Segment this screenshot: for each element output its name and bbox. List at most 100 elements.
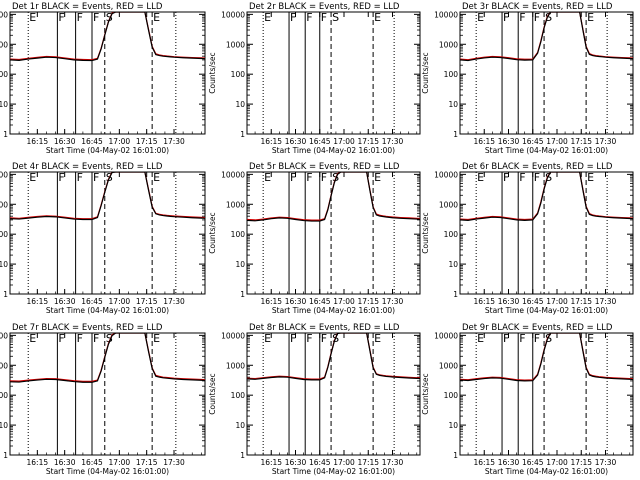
series-events-line [247,333,420,381]
y-tick-label: 10 [448,260,458,269]
y-tick-label: 100 [0,391,8,400]
x-tick-label: 17:15 [136,137,158,146]
event-marker-letter: E [153,332,160,345]
event-marker-letter: F [93,171,99,184]
panel-det-8: Det 8r BLACK = Events, RED = LLD 1 10 100 10… [208,323,421,476]
panel-title: Det 3r BLACK = Events, RED = LLD [462,2,613,12]
series-events-line [10,172,205,221]
y-tick-label: 10000 [0,10,8,19]
plot-frame [459,11,634,135]
x-tick-label: 16:15 [260,137,282,146]
x-tick-label: 16:30 [54,297,76,306]
y-tick-label: 10 [235,260,245,269]
panel-title: Det 4r BLACK = Events, RED = LLD [12,162,163,172]
y-tick-label: 1000 [0,200,8,209]
x-tick-label: 16:15 [473,137,495,146]
x-axis-title: Start Time (04-May-02 16:01:00) [46,467,169,476]
x-axis-title: Start Time (04-May-02 16:01:00) [46,146,169,155]
series-lld-line [10,333,205,382]
panel-det-5: Det 5r BLACK = Events, RED = LLD 1 10 100 10… [208,162,421,315]
event-marker-letter: F [58,171,64,184]
x-tick-label: 17:00 [109,297,131,306]
event-marker-letter: F [93,332,99,345]
series-lld-line [247,172,420,221]
y-tick-label: 1 [240,451,245,460]
x-tick-label: 16:15 [27,137,49,146]
series-events-line [247,172,420,222]
y-tick-label: 1000 [439,200,458,209]
event-marker-letter: F [306,11,312,24]
event-marker-letter: E [29,11,36,24]
y-tick-label: 1 [240,290,245,299]
x-tick-label: 17:15 [570,137,592,146]
event-marker-letter: F [321,332,327,345]
x-tick-label: 17:30 [163,137,185,146]
y-axis-title: Counts/sec [421,52,430,93]
event-marker-letter: E [374,11,381,24]
y-tick-label: 10000 [221,331,245,340]
plot-frame [9,11,206,135]
plot-frame [459,332,634,456]
event-marker-letter: F [321,171,327,184]
event-marker-letter: E [264,11,271,24]
y-tick-label: 1 [3,130,8,139]
y-tick-label: 1000 [226,361,245,370]
event-marker-letter: F [58,332,64,345]
x-tick-label: 17:00 [109,137,131,146]
y-tick-label: 100 [444,70,459,79]
event-marker-letter: F [58,11,64,24]
x-tick-label: 17:00 [546,137,568,146]
series-lld-line [10,172,205,220]
event-marker-letter: F [519,11,525,24]
event-marker-letter: F [77,11,83,24]
y-tick-label: 100 [0,70,8,79]
event-marker-letter: E [264,332,271,345]
event-marker-letter: E [477,11,484,24]
x-tick-label: 16:30 [498,297,520,306]
event-marker-letter: E [29,332,36,345]
x-tick-label: 17:30 [595,137,617,146]
event-marker-letter: S [545,171,552,184]
event-marker-letter: S [332,11,339,24]
event-marker-letter: E [477,332,484,345]
x-axis-title: Start Time (04-May-02 16:01:00) [46,306,169,315]
plot-frame [246,11,421,135]
event-marker-letter: F [77,171,83,184]
series-events-line [10,333,205,383]
x-tick-label: 17:15 [136,458,158,467]
event-marker-letter: F [534,332,540,345]
x-tick-label: 17:30 [595,297,617,306]
x-tick-label: 16:15 [260,458,282,467]
y-tick-label: 100 [0,230,8,239]
event-marker-letter: F [534,171,540,184]
event-marker-letter: F [290,171,296,184]
y-tick-label: 1000 [439,361,458,370]
panel-title: Det 1r BLACK = Events, RED = LLD [12,2,163,12]
x-tick-label: 16:30 [285,297,307,306]
series-events-line [10,12,205,62]
y-tick-label: 10 [235,421,245,430]
y-tick-label: 10000 [0,331,8,340]
y-tick-label: 10000 [0,170,8,179]
x-axis-title: Start Time (04-May-02 16:01:00) [485,146,608,155]
event-marker-letter: E [29,171,36,184]
y-tick-label: 10000 [434,170,458,179]
x-tick-label: 16:15 [27,458,49,467]
panel-det-9: Det 9r BLACK = Events, RED = LLD 1 10 100 10… [421,323,634,476]
x-tick-label: 17:00 [333,458,355,467]
x-tick-label: 17:15 [570,297,592,306]
x-tick-label: 17:30 [382,137,404,146]
event-marker-letter: E [477,171,484,184]
panel-title: Det 2r BLACK = Events, RED = LLD [249,2,400,12]
y-tick-label: 1000 [439,40,458,49]
panel-det-7: Det 7r BLACK = Events, RED = LLD 1 10 100 10… [0,323,206,476]
y-tick-label: 100 [444,230,459,239]
y-tick-label: 10000 [221,170,245,179]
event-marker-letter: E [587,11,594,24]
x-tick-label: 16:45 [309,137,331,146]
x-tick-label: 17:00 [109,458,131,467]
event-marker-letter: E [153,11,160,24]
event-marker-letter: E [264,171,271,184]
event-marker-letter: F [321,11,327,24]
series-events-line [460,333,633,382]
